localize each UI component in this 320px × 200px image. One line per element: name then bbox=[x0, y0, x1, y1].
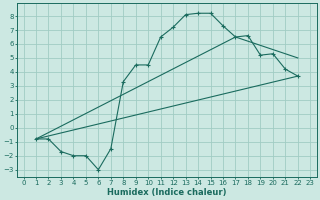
X-axis label: Humidex (Indice chaleur): Humidex (Indice chaleur) bbox=[107, 188, 227, 197]
